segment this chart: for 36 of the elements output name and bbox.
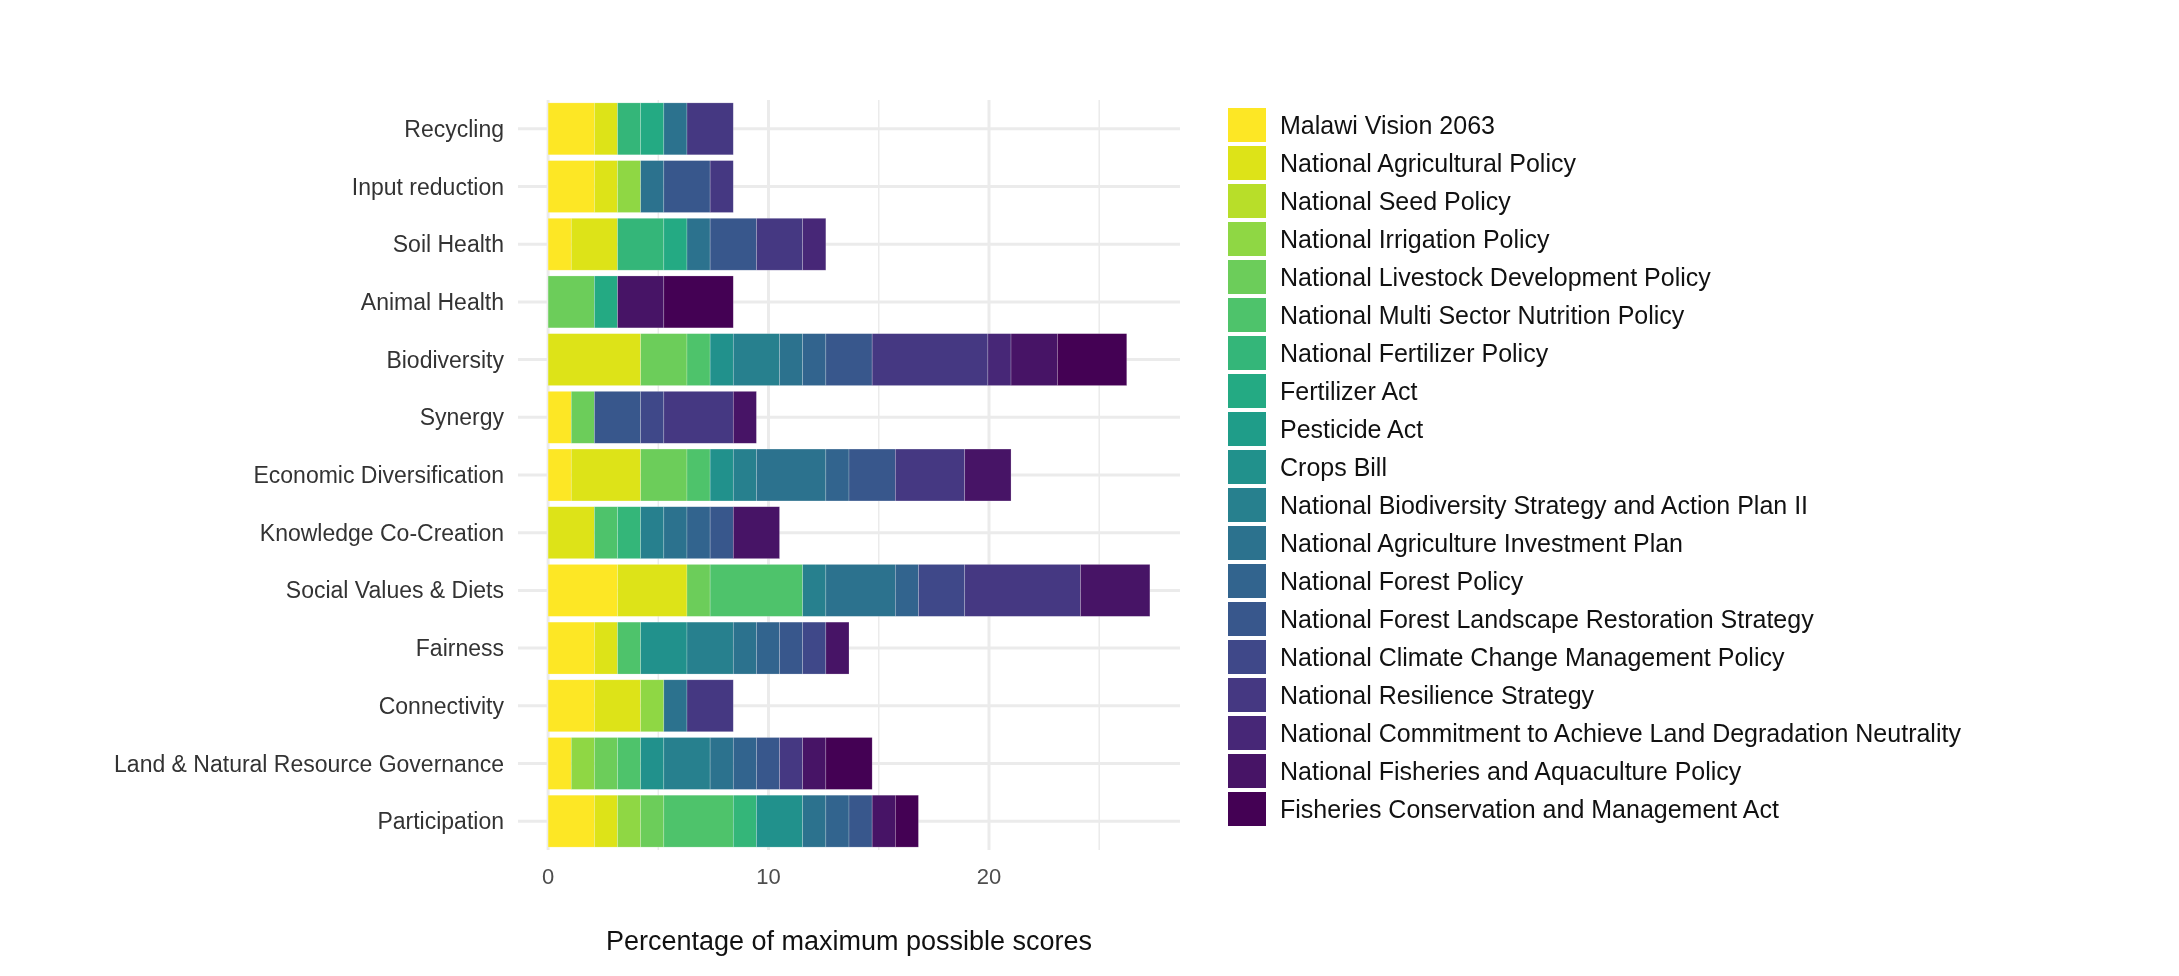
legend-label: National Agriculture Investment Plan	[1280, 528, 1683, 557]
y-tick-label: Economic Diversification	[253, 462, 504, 489]
x-tick-label: 0	[541, 864, 555, 889]
legend-label: National Biodiversity Strategy and Action Plan II	[1280, 490, 1809, 519]
x-tick-label: 20	[976, 864, 1002, 889]
legend-label: Crops Bill	[1280, 452, 1387, 481]
legend-label: National Forest Landscape Restoration Strategy	[1280, 604, 1815, 633]
legend-label: Malawi Vision 2063	[1280, 110, 1495, 139]
y-tick-label: Biodiversity	[386, 346, 505, 373]
y-tick-label: Knowledge Co-Creation	[259, 519, 504, 546]
legend-label: National Agricultural Policy	[1280, 148, 1577, 177]
legend-label: National Forest Policy	[1280, 566, 1524, 595]
y-tick-label: Animal Health	[360, 288, 504, 315]
y-tick-label: Land & Natural Resource Governance	[114, 750, 504, 777]
legend-label: Fertilizer Act	[1280, 376, 1418, 405]
y-tick-label: Social Values & Diets	[285, 577, 504, 604]
legend-label: National Fisheries and Aquaculture Policy	[1280, 756, 1742, 785]
legend-label: Pesticide Act	[1280, 414, 1424, 443]
y-tick-label: Synergy	[419, 404, 505, 431]
legend-label: National Resilience Strategy	[1280, 680, 1595, 709]
legend-label: National Seed Policy	[1280, 186, 1512, 215]
y-tick-label: Participation	[377, 808, 504, 835]
y-tick-label: Soil Health	[392, 231, 504, 258]
y-tick-label: Fairness	[415, 635, 504, 662]
y-tick-label: Connectivity	[378, 692, 505, 719]
legend-label: National Climate Change Management Policy	[1280, 642, 1785, 671]
y-tick-label: Recycling	[404, 115, 504, 142]
x-tick-label: 10	[756, 864, 781, 889]
y-tick-label: Input reduction	[351, 173, 504, 200]
legend-label: National Commitment to Achieve Land Degradation Neutrality	[1280, 718, 1962, 747]
legend-label: National Multi Sector Nutrition Policy	[1280, 300, 1685, 329]
x-axis-title: Percentage of maximum possible scores	[605, 926, 1093, 956]
legend-label: National Fertilizer Policy	[1280, 338, 1549, 367]
legend-label: National Irrigation Policy	[1280, 224, 1551, 253]
legend-label: Fisheries Conservation and Management Act	[1280, 794, 1779, 823]
legend-label: National Livestock Development Policy	[1280, 262, 1712, 291]
